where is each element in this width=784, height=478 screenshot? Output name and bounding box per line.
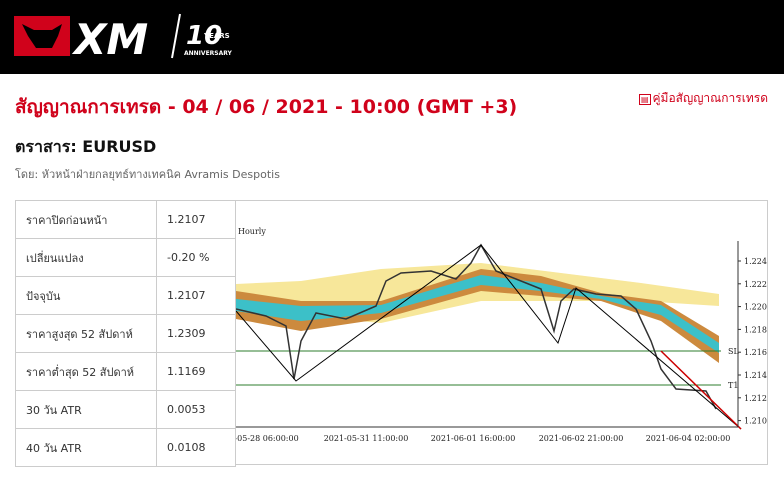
logo-anniversary: ANNIVERSARY <box>184 50 233 57</box>
bull-icon <box>22 24 62 48</box>
logo-brand: XM <box>71 15 148 64</box>
band-inner <box>236 275 719 353</box>
page-title: สัญญาณการเทรด - 04 / 06 / 2021 - 10:00 (… <box>15 96 518 118</box>
y-label: 1.2240 <box>744 257 767 266</box>
table-row: ราคาสูงสุด 52 สัปดาห์ 1.2309 <box>15 314 236 353</box>
y-label: 1.2180 <box>744 325 767 334</box>
y-label: 1.2100 <box>744 417 767 426</box>
table-row: ปัจจุบัน 1.2107 <box>15 276 236 315</box>
guide-link-text[interactable]: คู่มือสัญญาณการเทรด <box>652 91 769 105</box>
guide-link[interactable]: ▤ คู่มือสัญญาณการเทรด <box>638 89 769 108</box>
row-label: ราคาสูงสุด 52 สัปดาห์ <box>15 314 157 353</box>
author: โดย: หัวหน้าฝ่ายกลยุทธ์ทางเทคนิค Avramis… <box>15 168 280 181</box>
row-label: ราคาต่ำสุด 52 สัปดาห์ <box>15 352 157 391</box>
zigzag <box>235 244 742 430</box>
row-value: 0.0108 <box>156 428 236 467</box>
x-label: 2021-06-02 21:00:00 <box>539 434 624 443</box>
row-label: ราคาปิดก่อนหน้า <box>15 200 157 239</box>
chart: Hourly SL T1 1.2240 1.2220 1.2200 1.2180 1.2… <box>229 227 772 443</box>
row-value: 0.0053 <box>156 390 236 429</box>
row-value: 1.2107 <box>156 200 236 239</box>
table-row: ราคาปิดก่อนหน้า 1.2107 <box>15 200 236 239</box>
timeframe: Hourly <box>238 227 266 236</box>
row-value: 1.2107 <box>156 276 236 315</box>
forecast-arrow <box>660 350 742 430</box>
row-label: ปัจจุบัน <box>15 276 157 315</box>
row-value: -0.20 % <box>156 238 236 277</box>
y-label: 1.2120 <box>744 394 767 403</box>
x-label: 1-05-28 06:00:00 <box>236 434 299 443</box>
sl-label: SL <box>728 347 739 356</box>
pdf-icon: ▤ <box>638 94 651 105</box>
y-label: 1.2140 <box>744 371 767 380</box>
logo-years: YEARS <box>203 32 230 40</box>
stats-table: ราคาปิดก่อนหน้า 1.2107 เปลี่ยนแปลง -0.20 % ป… <box>15 200 236 467</box>
row-value: 1.2309 <box>156 314 236 353</box>
table-row: 30 วัน ATR 0.0053 <box>15 390 236 429</box>
row-value: 1.1169 <box>156 352 236 391</box>
t1-label: T1 <box>728 381 738 390</box>
row-label: เปลี่ยนแปลง <box>15 238 157 277</box>
x-label: 2021-06-04 02:00:00 <box>646 434 731 443</box>
x-label: 2021-06-01 16:00:00 <box>431 434 516 443</box>
row-label: 30 วัน ATR <box>15 390 157 429</box>
x-label: 2021-05-31 11:00:00 <box>324 434 409 443</box>
table-row: 40 วัน ATR 0.0108 <box>15 428 236 467</box>
table-row: เปลี่ยนแปลง -0.20 % <box>15 238 236 277</box>
y-label: 1.2200 <box>744 303 767 312</box>
table-row: ราคาต่ำสุด 52 สัปดาห์ 1.1169 <box>15 352 236 391</box>
logo-divider <box>171 13 181 59</box>
row-label: 40 วัน ATR <box>15 428 157 467</box>
band-middle <box>236 269 719 363</box>
y-label: 1.2160 <box>744 348 767 357</box>
instrument: ตราสาร: EURUSD <box>15 137 157 156</box>
logo: XM 10 YEARS ANNIVERSARY <box>14 13 233 64</box>
chart-image: Hourly SL T1 1.2240 1.2220 1.2200 1.2180 1.2… <box>229 200 772 465</box>
header: XM 10 YEARS ANNIVERSARY <box>0 0 784 74</box>
y-label: 1.2220 <box>744 280 767 289</box>
logo-number: 10 <box>186 21 222 51</box>
price-line <box>235 243 717 410</box>
